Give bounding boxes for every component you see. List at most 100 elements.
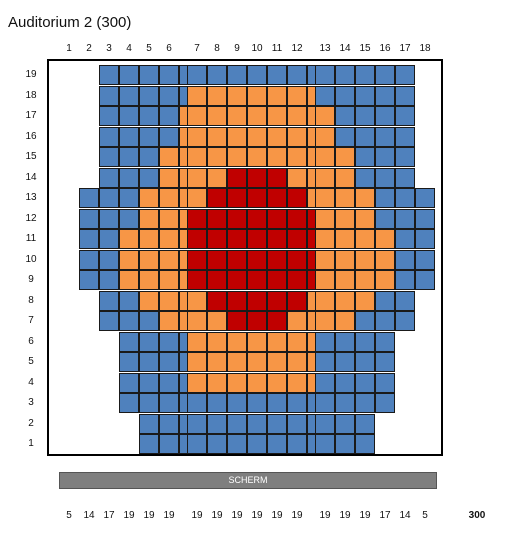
seat-row-7[interactable] — [99, 311, 119, 331]
seat-row-9[interactable] — [395, 270, 415, 290]
seat-row-5[interactable] — [267, 352, 287, 372]
seat-row-1[interactable] — [247, 434, 267, 454]
seat-row-13[interactable] — [315, 188, 335, 208]
seat-row-9[interactable] — [355, 270, 375, 290]
seat-row-19[interactable] — [119, 65, 139, 85]
seat-row-14[interactable] — [335, 167, 355, 188]
seat-row-6[interactable] — [355, 331, 375, 352]
seat-row-5[interactable] — [207, 352, 227, 372]
seat-row-8[interactable] — [315, 290, 335, 311]
seat-row-19[interactable] — [287, 65, 307, 85]
seat-row-6[interactable] — [335, 331, 355, 352]
seat-row-8[interactable] — [207, 290, 227, 311]
seat-row-8[interactable] — [287, 290, 307, 311]
seat-row-18[interactable] — [355, 85, 375, 106]
seat-row-1[interactable] — [139, 434, 159, 454]
seat-row-5[interactable] — [247, 352, 267, 372]
seat-row-16[interactable] — [227, 126, 247, 147]
seat-row-7[interactable] — [119, 311, 139, 331]
seat-row-3[interactable] — [315, 393, 335, 413]
seat-row-12[interactable] — [335, 208, 355, 229]
seat-row-18[interactable] — [187, 85, 207, 106]
seat-row-5[interactable] — [187, 352, 207, 372]
seat-row-13[interactable] — [247, 188, 267, 208]
seat-row-4[interactable] — [207, 372, 227, 393]
seat-row-19[interactable] — [99, 65, 119, 85]
seat-row-17[interactable] — [287, 106, 307, 126]
seat-row-6[interactable] — [207, 331, 227, 352]
seat-row-13[interactable] — [415, 188, 435, 208]
seat-row-1[interactable] — [267, 434, 287, 454]
seat-row-9[interactable] — [187, 270, 207, 290]
seat-row-18[interactable] — [315, 85, 335, 106]
seat-row-14[interactable] — [99, 167, 119, 188]
seat-row-14[interactable] — [247, 167, 267, 188]
seat-row-9[interactable] — [79, 270, 99, 290]
seat-row-7[interactable] — [187, 311, 207, 331]
seat-row-10[interactable] — [207, 249, 227, 270]
seat-row-13[interactable] — [267, 188, 287, 208]
seat-row-17[interactable] — [355, 106, 375, 126]
seat-row-18[interactable] — [287, 85, 307, 106]
seat-row-6[interactable] — [267, 331, 287, 352]
seat-row-7[interactable] — [395, 311, 415, 331]
seat-row-9[interactable] — [139, 270, 159, 290]
seat-row-18[interactable] — [119, 85, 139, 106]
seat-row-15[interactable] — [247, 147, 267, 167]
seat-row-13[interactable] — [355, 188, 375, 208]
seat-row-17[interactable] — [99, 106, 119, 126]
seat-row-15[interactable] — [267, 147, 287, 167]
seat-row-16[interactable] — [159, 126, 179, 147]
seat-row-1[interactable] — [159, 434, 179, 454]
seat-row-10[interactable] — [247, 249, 267, 270]
seat-row-15[interactable] — [227, 147, 247, 167]
seat-row-16[interactable] — [267, 126, 287, 147]
seat-row-7[interactable] — [375, 311, 395, 331]
seat-row-3[interactable] — [335, 393, 355, 413]
seat-row-18[interactable] — [227, 85, 247, 106]
seat-row-9[interactable] — [415, 270, 435, 290]
seat-row-15[interactable] — [99, 147, 119, 167]
seat-row-7[interactable] — [315, 311, 335, 331]
seat-row-19[interactable] — [267, 65, 287, 85]
seat-row-11[interactable] — [375, 229, 395, 249]
seat-row-15[interactable] — [335, 147, 355, 167]
seat-row-4[interactable] — [287, 372, 307, 393]
seat-row-5[interactable] — [119, 352, 139, 372]
seat-row-16[interactable] — [247, 126, 267, 147]
seat-row-15[interactable] — [315, 147, 335, 167]
seat-row-15[interactable] — [287, 147, 307, 167]
seat-row-17[interactable] — [207, 106, 227, 126]
seat-row-1[interactable] — [187, 434, 207, 454]
seat-row-11[interactable] — [315, 229, 335, 249]
seat-row-19[interactable] — [227, 65, 247, 85]
seat-row-4[interactable] — [247, 372, 267, 393]
seat-row-13[interactable] — [287, 188, 307, 208]
seat-row-7[interactable] — [139, 311, 159, 331]
seat-row-14[interactable] — [139, 167, 159, 188]
seat-row-4[interactable] — [119, 372, 139, 393]
seat-row-9[interactable] — [207, 270, 227, 290]
seat-row-17[interactable] — [119, 106, 139, 126]
seat-row-5[interactable] — [355, 352, 375, 372]
seat-row-3[interactable] — [187, 393, 207, 413]
seat-row-10[interactable] — [395, 249, 415, 270]
seat-row-12[interactable] — [79, 208, 99, 229]
seat-row-12[interactable] — [395, 208, 415, 229]
seat-row-10[interactable] — [315, 249, 335, 270]
seat-row-4[interactable] — [187, 372, 207, 393]
seat-row-16[interactable] — [207, 126, 227, 147]
seat-row-2[interactable] — [187, 413, 207, 434]
seat-row-17[interactable] — [187, 106, 207, 126]
seat-row-7[interactable] — [247, 311, 267, 331]
seat-row-4[interactable] — [267, 372, 287, 393]
seat-row-8[interactable] — [227, 290, 247, 311]
seat-row-15[interactable] — [207, 147, 227, 167]
seat-row-15[interactable] — [119, 147, 139, 167]
seat-row-13[interactable] — [139, 188, 159, 208]
seat-row-11[interactable] — [79, 229, 99, 249]
seat-row-10[interactable] — [287, 249, 307, 270]
seat-row-12[interactable] — [99, 208, 119, 229]
seat-row-12[interactable] — [207, 208, 227, 229]
seat-row-10[interactable] — [267, 249, 287, 270]
